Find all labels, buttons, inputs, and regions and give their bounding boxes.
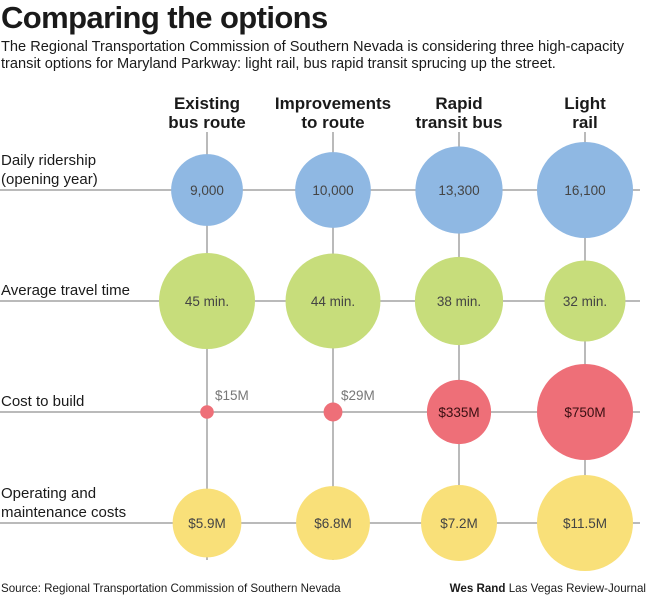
column-header-1: bus route (168, 113, 245, 132)
bubble-label: $6.8M (314, 516, 352, 531)
row-label-1: Daily ridership (1, 152, 96, 169)
bubble (323, 402, 343, 422)
row-label-1: (opening year) (1, 171, 98, 188)
bubble (200, 405, 214, 419)
column-header-3: Rapid (435, 94, 482, 113)
column-header-4: Light (564, 94, 606, 113)
bubble-label: 32 min. (563, 294, 607, 309)
bubble-label: 44 min. (311, 294, 355, 309)
bubble (285, 253, 381, 349)
bubble (295, 152, 371, 228)
bubble-label: 45 min. (185, 294, 229, 309)
bubble (172, 488, 242, 558)
chart-subtitle: The Regional Transportation Commission o… (1, 39, 624, 72)
chart-title: Comparing the options (1, 0, 328, 35)
bubble (537, 475, 633, 571)
bubble-label: $750M (564, 405, 605, 420)
bubble-label: $5.9M (188, 516, 226, 531)
bubble (171, 154, 243, 226)
bubble-label: 16,100 (564, 183, 605, 198)
bubble (296, 486, 370, 560)
bubble-label: $335M (438, 405, 479, 420)
row-label-4: Operating and (1, 485, 96, 502)
bubble-label: 13,300 (438, 183, 479, 198)
credit-author: Wes Rand (449, 582, 506, 595)
column-header-2: Improvements (275, 94, 391, 113)
row-label-4: maintenance costs (1, 504, 126, 521)
bubble-label: 9,000 (190, 183, 224, 198)
credit-organization: Las Vegas Review-Journal (508, 582, 646, 595)
bubble-label: 38 min. (437, 294, 481, 309)
bubble-label: $7.2M (440, 516, 478, 531)
bubble (544, 260, 626, 342)
row-label-3: Cost to build (1, 393, 84, 410)
bubble (415, 146, 503, 234)
bubble-label: $15M (215, 388, 249, 403)
bubble-label: $11.5M (563, 516, 607, 531)
bubble (537, 142, 633, 238)
bubble-label: 10,000 (312, 183, 353, 198)
bubble (537, 364, 633, 460)
column-header-4: rail (572, 113, 598, 132)
bubble (421, 485, 497, 561)
source-note: Source: Regional Transportation Commissi… (1, 582, 341, 595)
row-label-2: Average travel time (1, 282, 130, 299)
credit-line: Wes Rand Las Vegas Review-Journal (450, 582, 646, 595)
column-header-3: transit bus (416, 113, 503, 132)
bubble (426, 379, 492, 445)
bubble (159, 253, 255, 349)
column-header-2: to route (301, 113, 364, 132)
bubble-label: $29M (341, 388, 375, 403)
column-header-1: Existing (174, 94, 240, 113)
bubble (414, 256, 504, 346)
